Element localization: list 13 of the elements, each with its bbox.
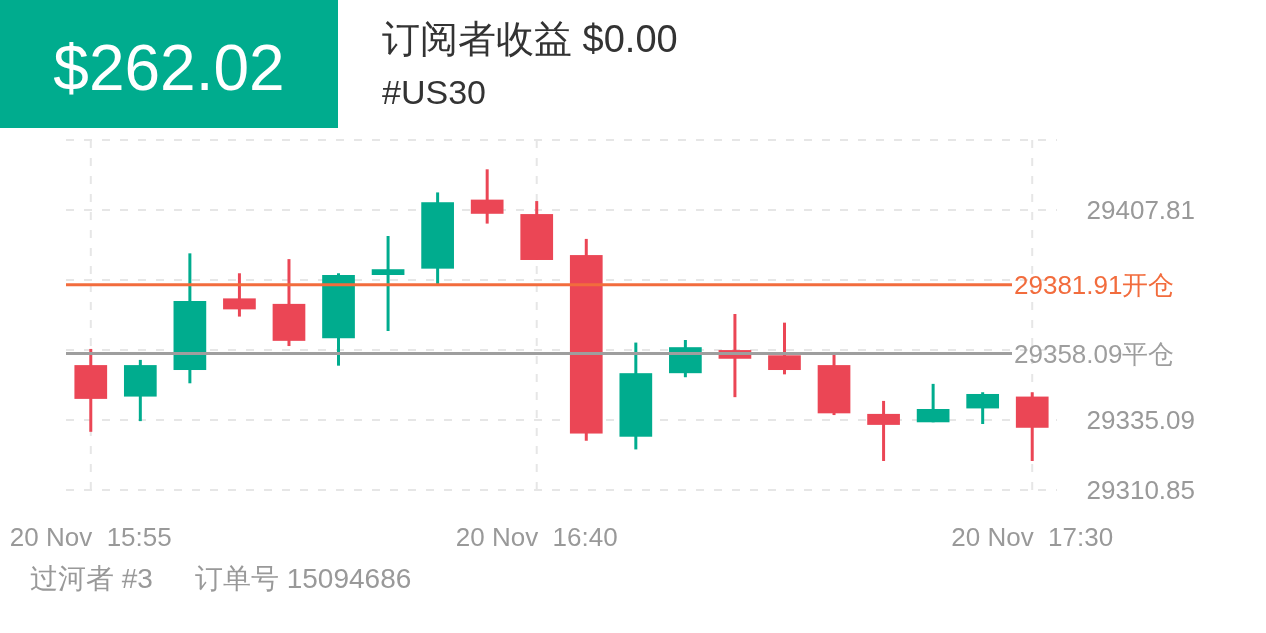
text: 订单号 15094686	[194, 563, 412, 594]
y-tick-label: 29407.81	[1086, 195, 1195, 225]
x-tick-label: 20 Nov 17:30	[951, 522, 1114, 552]
text: 过河者 #3	[30, 563, 153, 594]
x-tick-label: 20 Nov 16:40	[455, 522, 618, 552]
y-tick-label: 29310.85	[1086, 475, 1195, 505]
chart-title: 订阅者收益 $0.00	[382, 18, 678, 60]
ref-line-label: 29358.09平仓	[1014, 338, 1175, 369]
text: $262.02	[53, 32, 285, 104]
chart-subtitle: #US30	[382, 73, 486, 111]
x-tick-label: 20 Nov 15:55	[9, 522, 172, 552]
y-tick-label: 29335.09	[1086, 405, 1195, 435]
ref-line-label: 29381.91开仓	[1014, 269, 1175, 300]
